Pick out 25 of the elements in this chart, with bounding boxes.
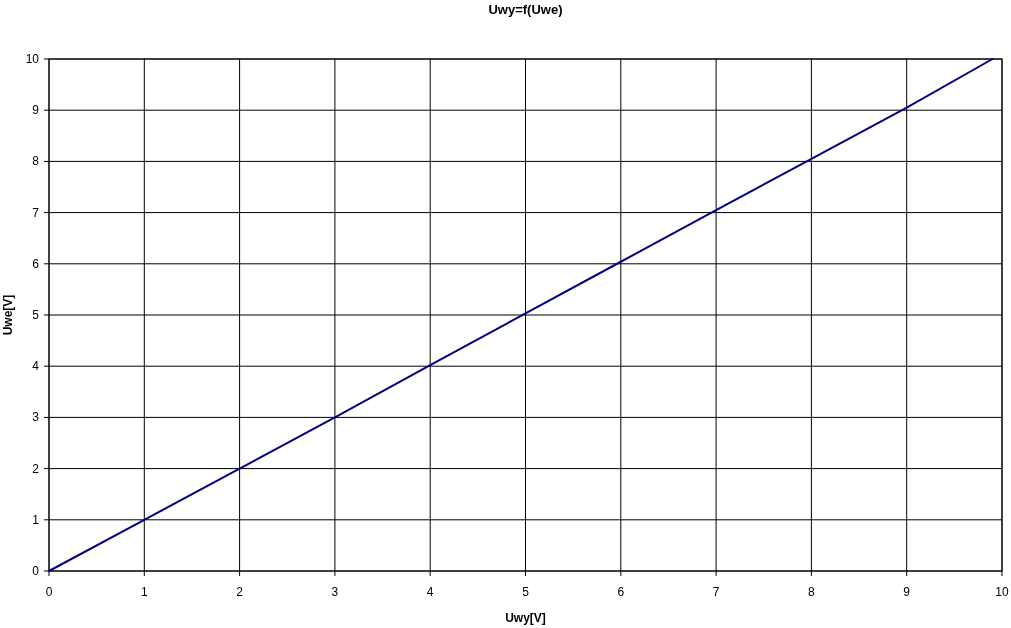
- y-tick-label: 1: [32, 512, 40, 527]
- y-tick-label: 6: [32, 256, 40, 271]
- y-tick-label: 10: [25, 52, 40, 66]
- x-tick-label: 1: [140, 585, 148, 599]
- chart-title: Uwy=f(Uwe): [488, 2, 563, 17]
- y-tick-label: 0: [32, 564, 40, 578]
- x-tick-label: 2: [236, 585, 244, 599]
- x-tick-label: 8: [808, 585, 816, 599]
- x-tick-label: 3: [331, 585, 339, 599]
- y-tick-label: 7: [32, 205, 40, 220]
- x-axis-title: Uwy[V]: [505, 611, 546, 625]
- x-tick-label: 0: [45, 585, 53, 599]
- x-tick-label: 5: [522, 585, 530, 599]
- x-tick-label: 4: [426, 585, 434, 599]
- y-tick-label: 8: [32, 154, 40, 169]
- y-tick-label: 4: [32, 359, 40, 374]
- y-tick-label: 2: [32, 461, 40, 476]
- x-tick-label: 6: [617, 585, 625, 599]
- y-axis-title: Uwe[V]: [1, 294, 15, 336]
- x-tick-label: 7: [712, 585, 720, 599]
- y-tick-label: 5: [32, 308, 40, 322]
- x-tick-label: 10: [995, 585, 1009, 599]
- y-tick-label: 9: [32, 103, 40, 118]
- y-tick-label: 3: [32, 410, 40, 425]
- x-tick-label: 9: [903, 585, 911, 599]
